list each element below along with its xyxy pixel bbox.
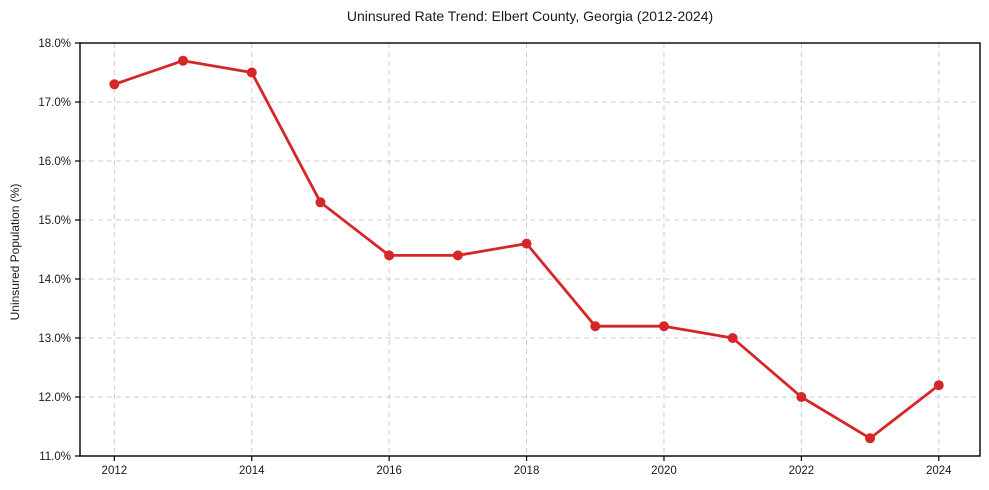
x-tick-label: 2014 [239,465,265,477]
data-point [452,250,463,261]
y-tick-label: 16.0% [38,156,71,168]
data-point [109,79,120,90]
data-point [796,392,807,402]
y-tick-label: 18.0% [38,38,71,50]
y-tick-label: 14.0% [38,274,71,286]
plot-frame [79,42,981,457]
x-tick-label: 2016 [376,465,402,477]
data-point [315,197,326,208]
x-tick-label: 2022 [789,465,815,477]
y-tick-label: 11.0% [39,451,71,463]
data-point [384,250,395,261]
data-point [658,321,669,332]
y-tick-label: 13.0% [38,333,71,345]
x-tick-label: 2020 [651,465,677,477]
y-tick-label: 17.0% [38,97,71,109]
data-point [246,67,257,78]
x-tick-label: 2012 [102,465,128,477]
data-point [178,55,189,66]
data-point [865,433,876,444]
data-point [727,333,738,343]
data-point [521,238,532,249]
y-tick-label: 15.0% [38,215,71,227]
x-tick-label: 2018 [514,465,540,477]
data-point [590,321,601,332]
y-tick-label: 12.0% [38,392,71,404]
chart-title: Uninsured Rate Trend: Elbert County, Geo… [346,8,714,24]
data-point [933,380,944,391]
x-tick-label: 2024 [926,465,952,477]
